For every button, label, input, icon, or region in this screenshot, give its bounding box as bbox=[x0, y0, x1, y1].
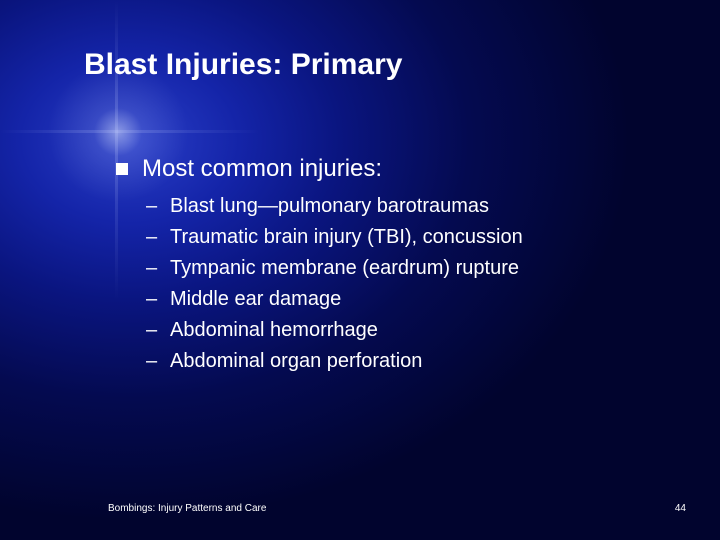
list-item-text: Middle ear damage bbox=[170, 286, 341, 313]
footer-text: Bombings: Injury Patterns and Care bbox=[108, 503, 266, 514]
slide: Blast Injuries: Primary Most common inju… bbox=[0, 0, 720, 540]
list-item: – Abdominal organ perforation bbox=[146, 348, 676, 375]
list-item-text: Abdominal hemorrhage bbox=[170, 317, 378, 344]
bullet-level1: Most common injuries: bbox=[116, 155, 676, 183]
list-item: – Abdominal hemorrhage bbox=[146, 317, 676, 344]
dash-icon: – bbox=[146, 193, 160, 220]
sub-list: – Blast lung—pulmonary barotraumas – Tra… bbox=[146, 193, 676, 375]
dash-icon: – bbox=[146, 348, 160, 375]
dash-icon: – bbox=[146, 255, 160, 282]
list-item: – Traumatic brain injury (TBI), concussi… bbox=[146, 224, 676, 251]
dash-icon: – bbox=[146, 224, 160, 251]
body-block: Most common injuries: – Blast lung—pulmo… bbox=[116, 155, 676, 379]
list-item-text: Abdominal organ perforation bbox=[170, 348, 422, 375]
list-item: – Tympanic membrane (eardrum) rupture bbox=[146, 255, 676, 282]
slide-number: 44 bbox=[675, 503, 686, 514]
list-item: – Blast lung—pulmonary barotraumas bbox=[146, 193, 676, 220]
square-bullet-icon bbox=[116, 163, 128, 175]
list-item: – Middle ear damage bbox=[146, 286, 676, 313]
dash-icon: – bbox=[146, 317, 160, 344]
list-item-text: Tympanic membrane (eardrum) rupture bbox=[170, 255, 519, 282]
slide-title: Blast Injuries: Primary bbox=[84, 48, 402, 82]
main-point-text: Most common injuries: bbox=[142, 155, 382, 183]
list-item-text: Traumatic brain injury (TBI), concussion bbox=[170, 224, 523, 251]
dash-icon: – bbox=[146, 286, 160, 313]
list-item-text: Blast lung—pulmonary barotraumas bbox=[170, 193, 489, 220]
